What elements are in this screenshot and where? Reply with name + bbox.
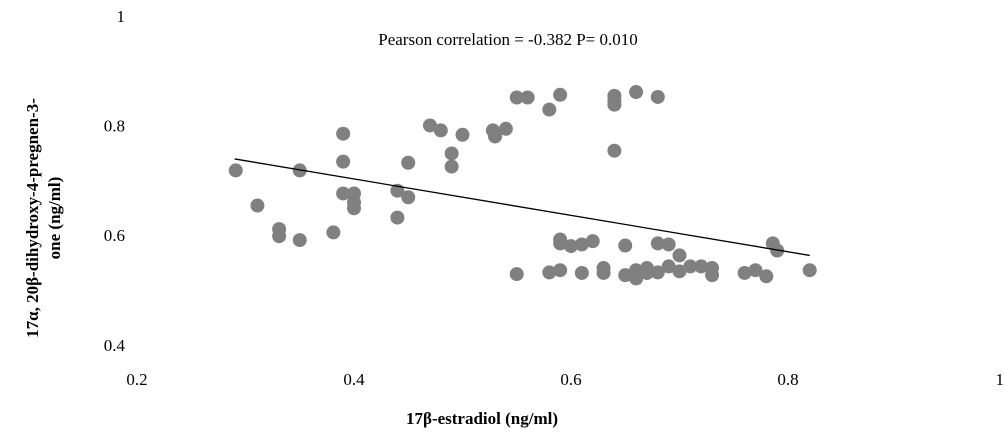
y-tick-label: 0.6 (104, 226, 125, 245)
point (705, 268, 720, 283)
point (607, 97, 622, 112)
x-tick-label: 0.6 (560, 370, 581, 389)
point (228, 163, 243, 178)
point (618, 238, 633, 253)
point (694, 259, 709, 274)
point (596, 261, 611, 276)
point (650, 265, 665, 280)
point (585, 234, 600, 249)
point (509, 90, 524, 105)
point (564, 239, 578, 254)
point (683, 259, 698, 274)
point (629, 263, 644, 278)
point (336, 154, 351, 169)
y-tick-label: 1 (117, 7, 126, 26)
point (347, 201, 361, 216)
point (639, 261, 654, 276)
point (650, 89, 665, 104)
point (488, 129, 503, 144)
point (272, 229, 287, 244)
point (553, 263, 568, 278)
point (661, 259, 676, 274)
point (401, 155, 416, 170)
point (509, 267, 524, 282)
point (455, 127, 470, 142)
point (650, 236, 665, 251)
point (326, 225, 341, 240)
y-axis-label: one (ng/ml) (45, 177, 64, 260)
point (553, 236, 568, 251)
point (520, 90, 535, 105)
x-tick-label: 0.8 (777, 370, 798, 389)
y-tick-label: 0.8 (104, 117, 125, 136)
point (574, 265, 589, 280)
x-tick-label: 0.4 (343, 370, 365, 389)
point (618, 268, 633, 283)
x-tick-label: 1 (996, 370, 1005, 389)
point (629, 85, 644, 100)
point (542, 102, 557, 117)
point (672, 264, 687, 279)
point (401, 190, 416, 205)
point (390, 210, 405, 225)
point (759, 269, 774, 284)
point (802, 263, 817, 278)
point (574, 237, 589, 252)
point (292, 233, 307, 248)
trend-line (234, 158, 810, 257)
x-axis-label: 17β-estradiol (ng/ml) (406, 409, 558, 428)
point (672, 248, 687, 263)
point (336, 186, 351, 201)
point (748, 263, 763, 278)
point (498, 121, 513, 136)
point (422, 118, 437, 133)
y-axis-label: 17α, 20β-dihydroxy-4-pregnen-3- (23, 98, 42, 338)
point (433, 123, 448, 138)
chart-title: Pearson correlation = -0.382 P= 0.010 (378, 30, 638, 49)
point (737, 265, 752, 280)
x-tick-label: 0.2 (126, 370, 147, 389)
point (250, 198, 265, 213)
point (661, 237, 676, 252)
point (553, 87, 568, 102)
point (444, 146, 459, 161)
y-tick-label: 0.4 (104, 336, 126, 355)
point (336, 126, 351, 141)
point (607, 143, 622, 158)
point (542, 265, 557, 280)
point (444, 159, 459, 174)
